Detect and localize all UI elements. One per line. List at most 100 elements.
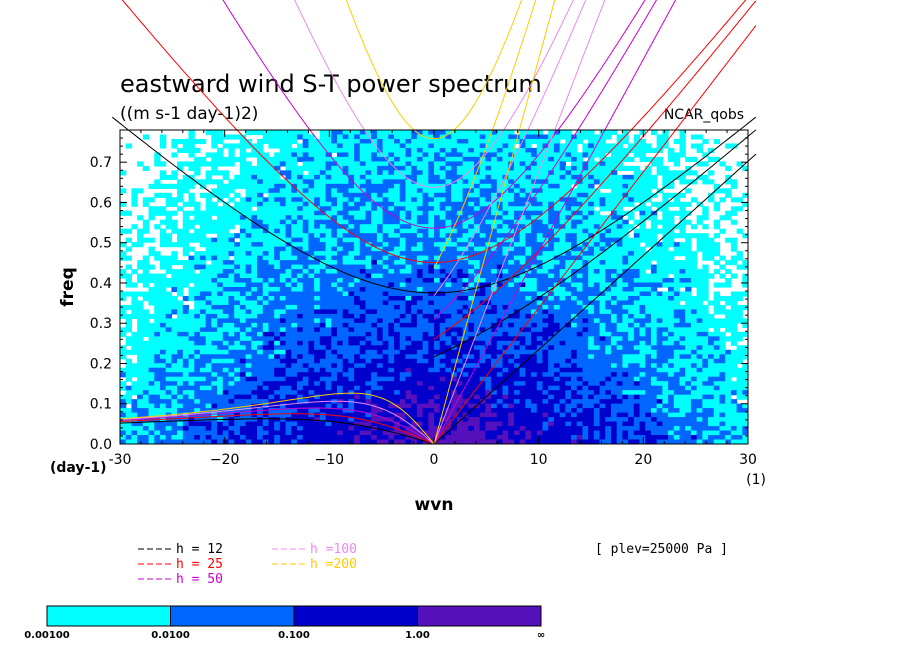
heatmap-cell [725,269,732,275]
heatmap-cell [399,215,407,221]
heatmap-cell [673,336,681,342]
heatmap-cell [456,192,464,198]
heatmap-cell [576,206,584,212]
heatmap-cell [239,345,247,351]
heatmap-cell [565,322,572,328]
heatmap-cell [588,309,595,315]
heatmap-cell [622,242,629,248]
heatmap-cell [331,282,338,288]
heatmap-cell [588,264,595,270]
heatmap-cell [239,215,247,221]
heatmap-cell [199,291,207,297]
heatmap-cell [376,273,384,279]
heatmap-cell [199,282,207,288]
heatmap-cell [365,237,372,243]
heatmap-cell [605,233,612,239]
heatmap-cell [513,358,521,364]
heatmap-cell [382,322,389,328]
heatmap-cell [496,179,504,185]
heatmap-cell [713,318,721,324]
heatmap-cell [182,278,190,284]
heatmap-cell [685,246,692,252]
heatmap-cell [553,295,561,302]
heatmap-cell [131,349,138,355]
heatmap-cell [456,188,464,194]
heatmap-cell [548,282,555,288]
heatmap-cell [565,313,572,319]
heatmap-cell [348,138,355,145]
heatmap-cell [690,269,698,275]
heatmap-cell [616,322,623,328]
heatmap-cell [690,197,698,203]
heatmap-cell [622,318,629,324]
heatmap-cell [405,219,412,225]
heatmap-cell [736,349,743,355]
heatmap-cell [428,210,435,216]
heatmap-cell [690,349,698,355]
heatmap-cell [325,300,332,306]
heatmap-cell [274,273,281,279]
heatmap-cell [633,219,641,225]
heatmap-cell [359,345,367,351]
heatmap-cell [622,251,629,257]
heatmap-cell [165,318,172,324]
heatmap-cell [251,345,258,351]
heatmap-cell [257,165,264,171]
heatmap-cell [588,358,595,364]
heatmap-cell [439,246,447,252]
heatmap-cell [434,363,441,369]
heatmap-cell [428,134,435,140]
heatmap-cell [542,354,549,360]
heatmap-cell [565,300,572,306]
heatmap-cell [336,260,344,266]
heatmap-cell [245,345,252,351]
heatmap-cell [468,147,475,154]
heatmap-cell [662,219,669,225]
heatmap-cell [565,130,572,136]
heatmap-cell [165,269,172,275]
heatmap-cell [553,251,561,257]
heatmap-cell [673,287,681,293]
heatmap-cell [416,156,424,162]
heatmap-cell [188,287,195,293]
heatmap-cell [188,273,195,279]
heatmap-cell [239,300,247,306]
heatmap-cell [588,242,595,248]
heatmap-cell [656,273,663,279]
heatmap-cell [314,152,321,158]
heatmap-cell [251,304,258,311]
heatmap-cell [354,251,361,257]
heatmap-cell [479,282,486,288]
heatmap-cell [616,219,623,225]
heatmap-cell [445,210,452,216]
heatmap-cell [262,188,270,194]
heatmap-cell [673,358,681,364]
heatmap-cell [451,183,458,189]
heatmap-cell [394,156,401,162]
heatmap-cell [411,197,418,203]
heatmap-cell [491,331,498,337]
heatmap-cell [599,161,606,167]
heatmap-cell [713,156,721,162]
heatmap-cell [451,192,458,198]
heatmap-cell [394,130,401,136]
heatmap-cell [473,255,481,261]
heatmap-cell [479,287,486,293]
heatmap-cell [673,264,681,270]
heatmap-cell [308,322,315,328]
heatmap-cell [553,331,561,337]
heatmap-cell [211,287,218,293]
heatmap-cell [656,318,663,324]
heatmap-cell [725,354,732,360]
heatmap-cell [354,228,361,234]
heatmap-cell [285,219,292,225]
heatmap-cell [668,322,675,328]
heatmap-cell [525,228,532,234]
heatmap-cell [188,336,195,342]
heatmap-cell [319,143,327,149]
heatmap-cell [679,143,686,149]
heatmap-cell [285,197,292,203]
heatmap-cell [205,201,212,207]
heatmap-cell [650,278,658,284]
heatmap-cell [713,327,721,333]
